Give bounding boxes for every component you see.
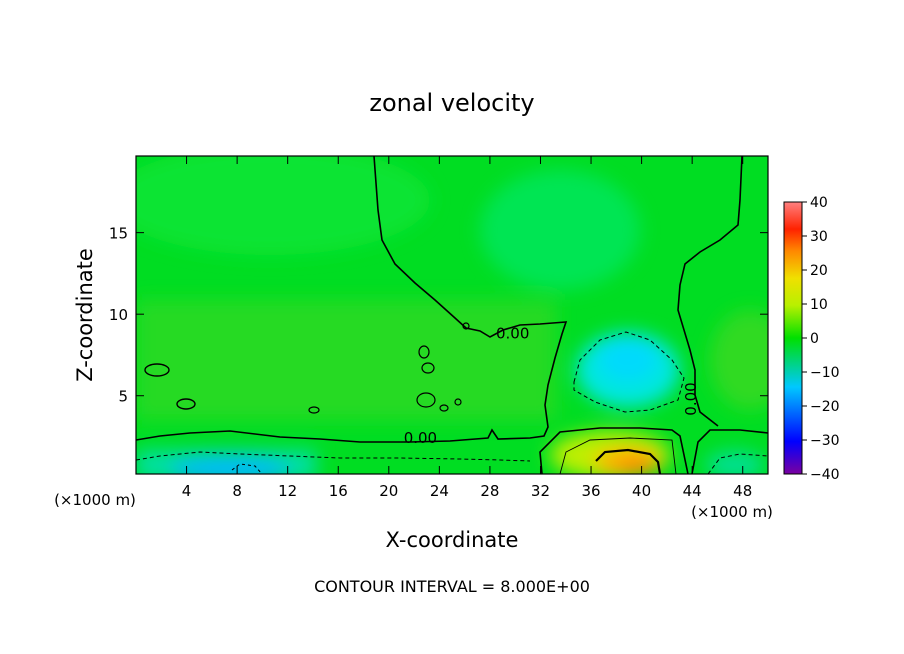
contour-island [439,404,449,412]
x-tick-label: 44 [683,482,702,500]
contour-island [176,398,196,410]
contour-8-jet [559,437,677,474]
contour-island [421,362,435,374]
contour-neg8-surface-left [136,451,531,462]
y-axis: 5 10 15 [109,225,768,406]
x-tick-label: 16 [329,482,348,500]
x-tick-label: 32 [531,482,550,500]
colorbar-tick-label: 40 [810,195,828,211]
colorbar-tick-label: 30 [810,229,828,245]
contour-island [454,398,462,406]
x-tick-label: 40 [632,482,651,500]
contour-island [144,363,170,377]
y-tick-label: 10 [109,306,128,324]
y-tick-label: 5 [118,388,128,406]
x-tick-label: 8 [232,482,242,500]
contour-island [418,345,430,359]
colorbar-ticks: 40 30 20 10 0 −10 −20 −30 −40 [802,195,840,483]
contour-neg8-surface-right [707,453,768,474]
contour-label: 0.00 [682,382,700,415]
colorbar-tick-label: 20 [810,263,828,279]
x-tick-label: 48 [733,482,752,500]
contour-island [308,406,320,414]
colorbar: 40 30 20 10 0 −10 −20 −30 −40 [783,195,840,483]
x-tick-label: 20 [379,482,398,500]
contour-zero-right-bottom [691,429,768,474]
chart-title: zonal velocity [369,89,534,117]
contour-neg8-core [573,331,685,413]
y-axis-label: Z-coordinate [73,248,97,382]
colorbar-tick-label: 0 [810,331,819,347]
colorbar-tick-label: 10 [810,297,828,313]
y-tick-label: 15 [109,225,128,243]
contour-16-jet [595,448,662,474]
contour-island [462,322,470,330]
contour-label: 0.00 [404,429,437,447]
x-tick-label: 28 [480,482,499,500]
contour-neg16-surface [231,463,263,474]
contour-zero-lower [136,156,568,443]
contour-zero-right [677,156,743,427]
x-tick-label: 24 [430,482,449,500]
contour-lines [136,156,768,474]
x-tick-label: 4 [182,482,192,500]
contour-zero-jet [539,427,689,474]
colorbar-tick-label: −10 [810,365,840,381]
contour-labels: 0.00 0.00 0.00 [404,325,700,447]
contour-island [416,392,436,408]
x-tick-label: 36 [581,482,600,500]
contour-label: 0.00 [496,325,529,343]
x-unit-right: (×1000 m) [691,503,773,521]
field-shading [136,156,768,474]
x-axis-label: X-coordinate [386,528,519,552]
colorbar-tick-label: −40 [810,467,840,483]
colorbar-tick-label: −30 [810,433,840,449]
plot-frame [135,155,769,475]
x-axis: 4 8 12 16 20 24 28 32 36 40 44 48 [182,156,752,500]
x-unit-left: (×1000 m) [54,491,136,509]
contour-interval-note: CONTOUR INTERVAL = 8.000E+00 [314,577,590,596]
plot-area: 0.00 0.00 0.00 [136,156,768,474]
colorbar-tick-label: −20 [810,399,840,415]
colorbar-gradient [783,201,803,475]
x-tick-label: 12 [278,482,297,500]
